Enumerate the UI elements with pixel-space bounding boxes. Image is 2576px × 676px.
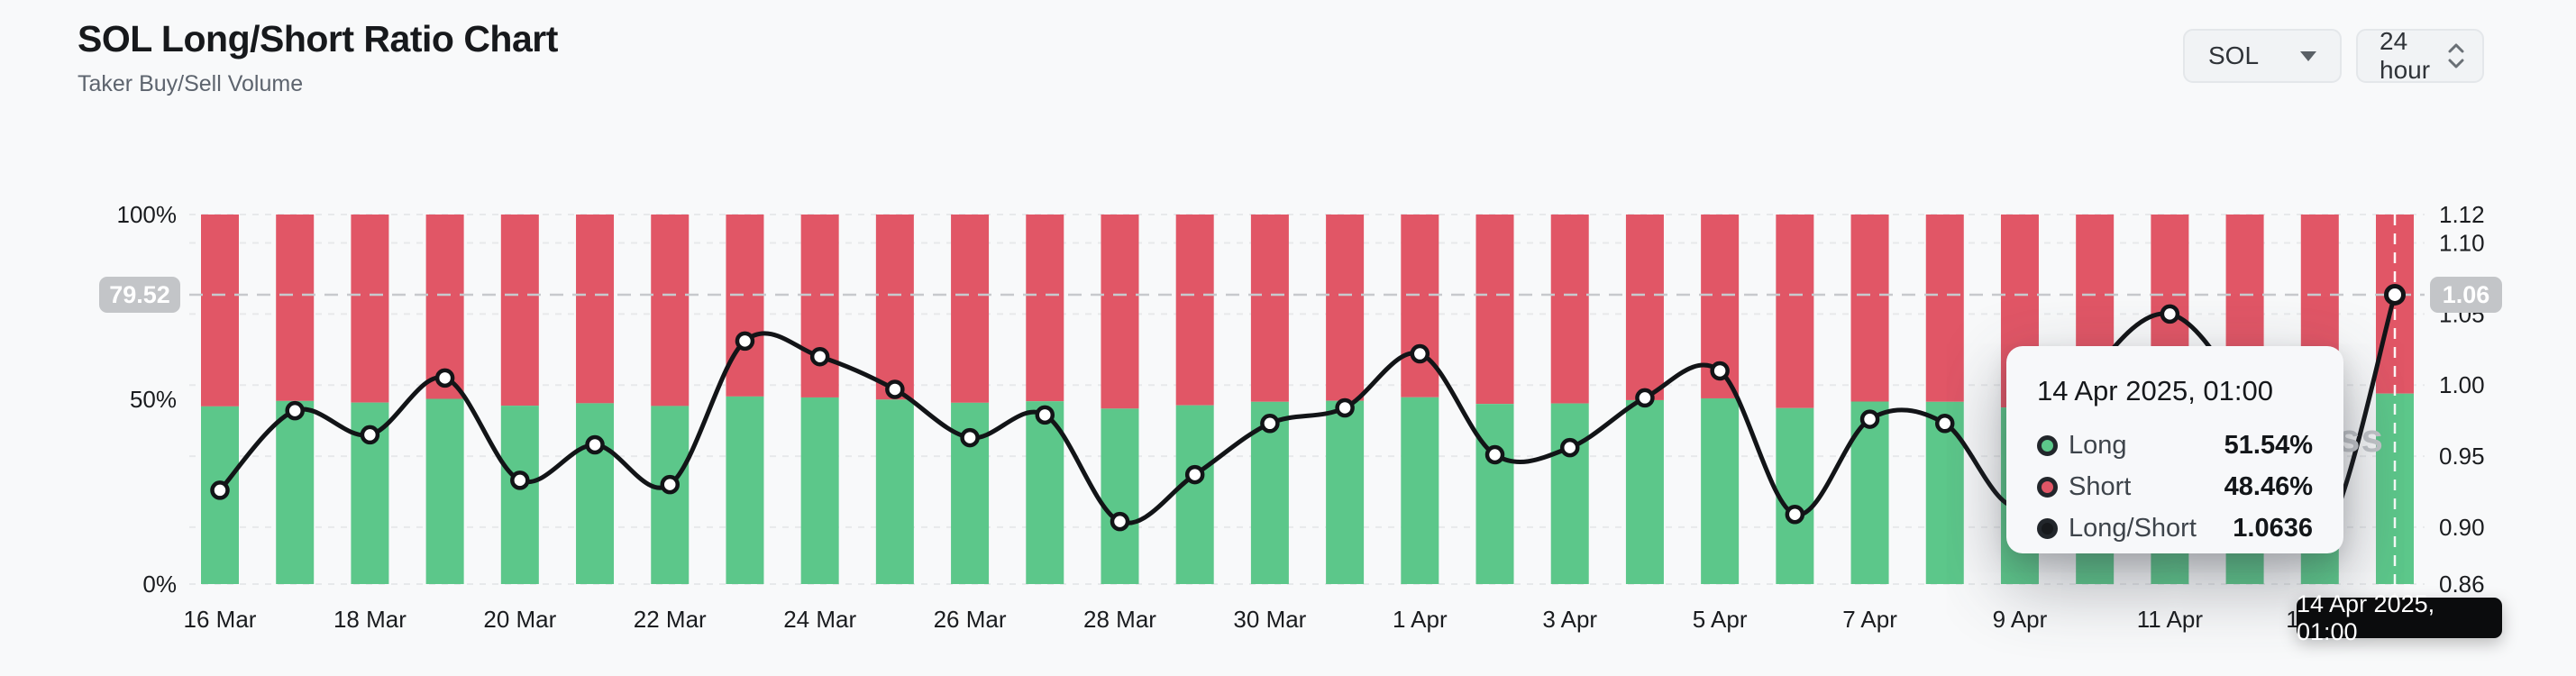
- short-bar: [1925, 215, 1964, 402]
- svg-text:100%: 100%: [117, 201, 178, 228]
- tooltip-date: 14 Apr 2025, 01:00: [2037, 375, 2274, 407]
- svg-text:1.00: 1.00: [2439, 371, 2485, 398]
- long-bar: [1026, 401, 1064, 584]
- short-bar: [201, 215, 239, 407]
- short-bar: [726, 215, 764, 397]
- long-bar: [1625, 399, 1664, 584]
- chevron-up-down-icon: [2446, 41, 2466, 71]
- svg-text:16 Mar: 16 Mar: [184, 606, 257, 633]
- short-bar: [500, 215, 539, 407]
- svg-text:9 Apr: 9 Apr: [1993, 606, 2048, 633]
- long-bar: [1401, 397, 1439, 584]
- svg-text:1.10: 1.10: [2439, 230, 2485, 257]
- header: SOL Long/Short Ratio Chart Taker Buy/Sel…: [78, 18, 558, 97]
- svg-text:50%: 50%: [130, 386, 177, 413]
- symbol-select[interactable]: SOL: [2183, 29, 2342, 83]
- crosshair-left-badge: 79.52: [99, 277, 180, 313]
- short-bar: [875, 215, 914, 400]
- long-bar: [1326, 400, 1365, 584]
- long-bar: [576, 403, 615, 584]
- long-bar: [1550, 403, 1589, 584]
- interval-select[interactable]: 24 hour: [2356, 27, 2484, 84]
- short-bar: [1850, 215, 1889, 402]
- tooltip-row-ratio: Long/Short 1.0636: [2037, 514, 2313, 544]
- ratio-marker-icon: [2037, 518, 2058, 539]
- chart-tooltip: 14 Apr 2025, 01:00 Long 51.54% Short 48.…: [2006, 346, 2343, 553]
- long-bar: [1175, 405, 1214, 584]
- long-bar: [875, 399, 914, 584]
- short-bar: [1625, 215, 1664, 400]
- svg-text:11 Apr: 11 Apr: [2137, 606, 2204, 633]
- short-bar: [651, 215, 690, 407]
- long-bar: [1475, 404, 1514, 584]
- tooltip-row-short: Short 48.46%: [2037, 472, 2313, 502]
- long-bar: [1776, 407, 1814, 584]
- svg-text:26 Mar: 26 Mar: [934, 606, 1007, 633]
- long-bar: [1850, 401, 1889, 584]
- short-bar: [1776, 215, 1814, 408]
- svg-text:22 Mar: 22 Mar: [634, 606, 707, 633]
- watermark: ss: [2338, 416, 2384, 461]
- svg-text:0.95: 0.95: [2439, 443, 2485, 470]
- svg-text:24 Mar: 24 Mar: [783, 606, 856, 633]
- svg-text:1 Apr: 1 Apr: [1393, 606, 1448, 633]
- svg-text:5 Apr: 5 Apr: [1693, 606, 1748, 633]
- long-bar: [500, 406, 539, 584]
- short-bar: [1550, 215, 1589, 404]
- svg-text:20 Mar: 20 Mar: [483, 606, 556, 633]
- svg-text:0%: 0%: [142, 571, 177, 598]
- short-bar: [951, 215, 990, 403]
- page-title: SOL Long/Short Ratio Chart: [78, 18, 558, 59]
- ratio-marker-current: [2384, 283, 2406, 306]
- long-bar: [1701, 397, 1740, 584]
- svg-text:1.12: 1.12: [2439, 201, 2485, 228]
- chevron-down-icon: [2300, 50, 2316, 61]
- svg-text:7 Apr: 7 Apr: [1842, 606, 1897, 633]
- short-bar: [1326, 215, 1365, 401]
- long-bar: [800, 397, 839, 584]
- short-bar: [1475, 215, 1514, 405]
- crosshair-date-badge: 14 Apr 2025, 01:00: [2297, 590, 2502, 645]
- short-bar: [351, 215, 389, 403]
- short-bar: [276, 215, 315, 401]
- long-bar: [276, 400, 315, 584]
- short-bar: [800, 215, 839, 397]
- tooltip-row-long: Long 51.54%: [2037, 431, 2313, 461]
- svg-text:18 Mar: 18 Mar: [333, 606, 406, 633]
- long-bar: [1101, 408, 1139, 584]
- long-bar: [726, 396, 764, 584]
- short-bar: [1026, 215, 1064, 402]
- svg-text:28 Mar: 28 Mar: [1083, 606, 1156, 633]
- svg-text:0.86: 0.86: [2439, 571, 2485, 598]
- short-bar: [1401, 215, 1439, 397]
- short-bar: [576, 215, 615, 404]
- interval-select-value: 24 hour: [2380, 27, 2431, 84]
- long-bar: [651, 406, 690, 584]
- short-bar: [425, 215, 464, 399]
- svg-text:3 Apr: 3 Apr: [1542, 606, 1597, 633]
- page-subtitle: Taker Buy/Sell Volume: [78, 71, 304, 96]
- short-marker-icon: [2037, 477, 2058, 498]
- svg-text:30 Mar: 30 Mar: [1233, 606, 1306, 633]
- short-bar: [1250, 215, 1289, 402]
- short-bar: [1101, 215, 1139, 409]
- svg-text:0.90: 0.90: [2439, 514, 2485, 541]
- short-bar: [1175, 215, 1214, 406]
- long-marker-icon: [2037, 435, 2058, 456]
- long-bar: [425, 398, 464, 584]
- symbol-select-value: SOL: [2208, 41, 2260, 69]
- crosshair-right-badge: 1.06: [2430, 277, 2502, 313]
